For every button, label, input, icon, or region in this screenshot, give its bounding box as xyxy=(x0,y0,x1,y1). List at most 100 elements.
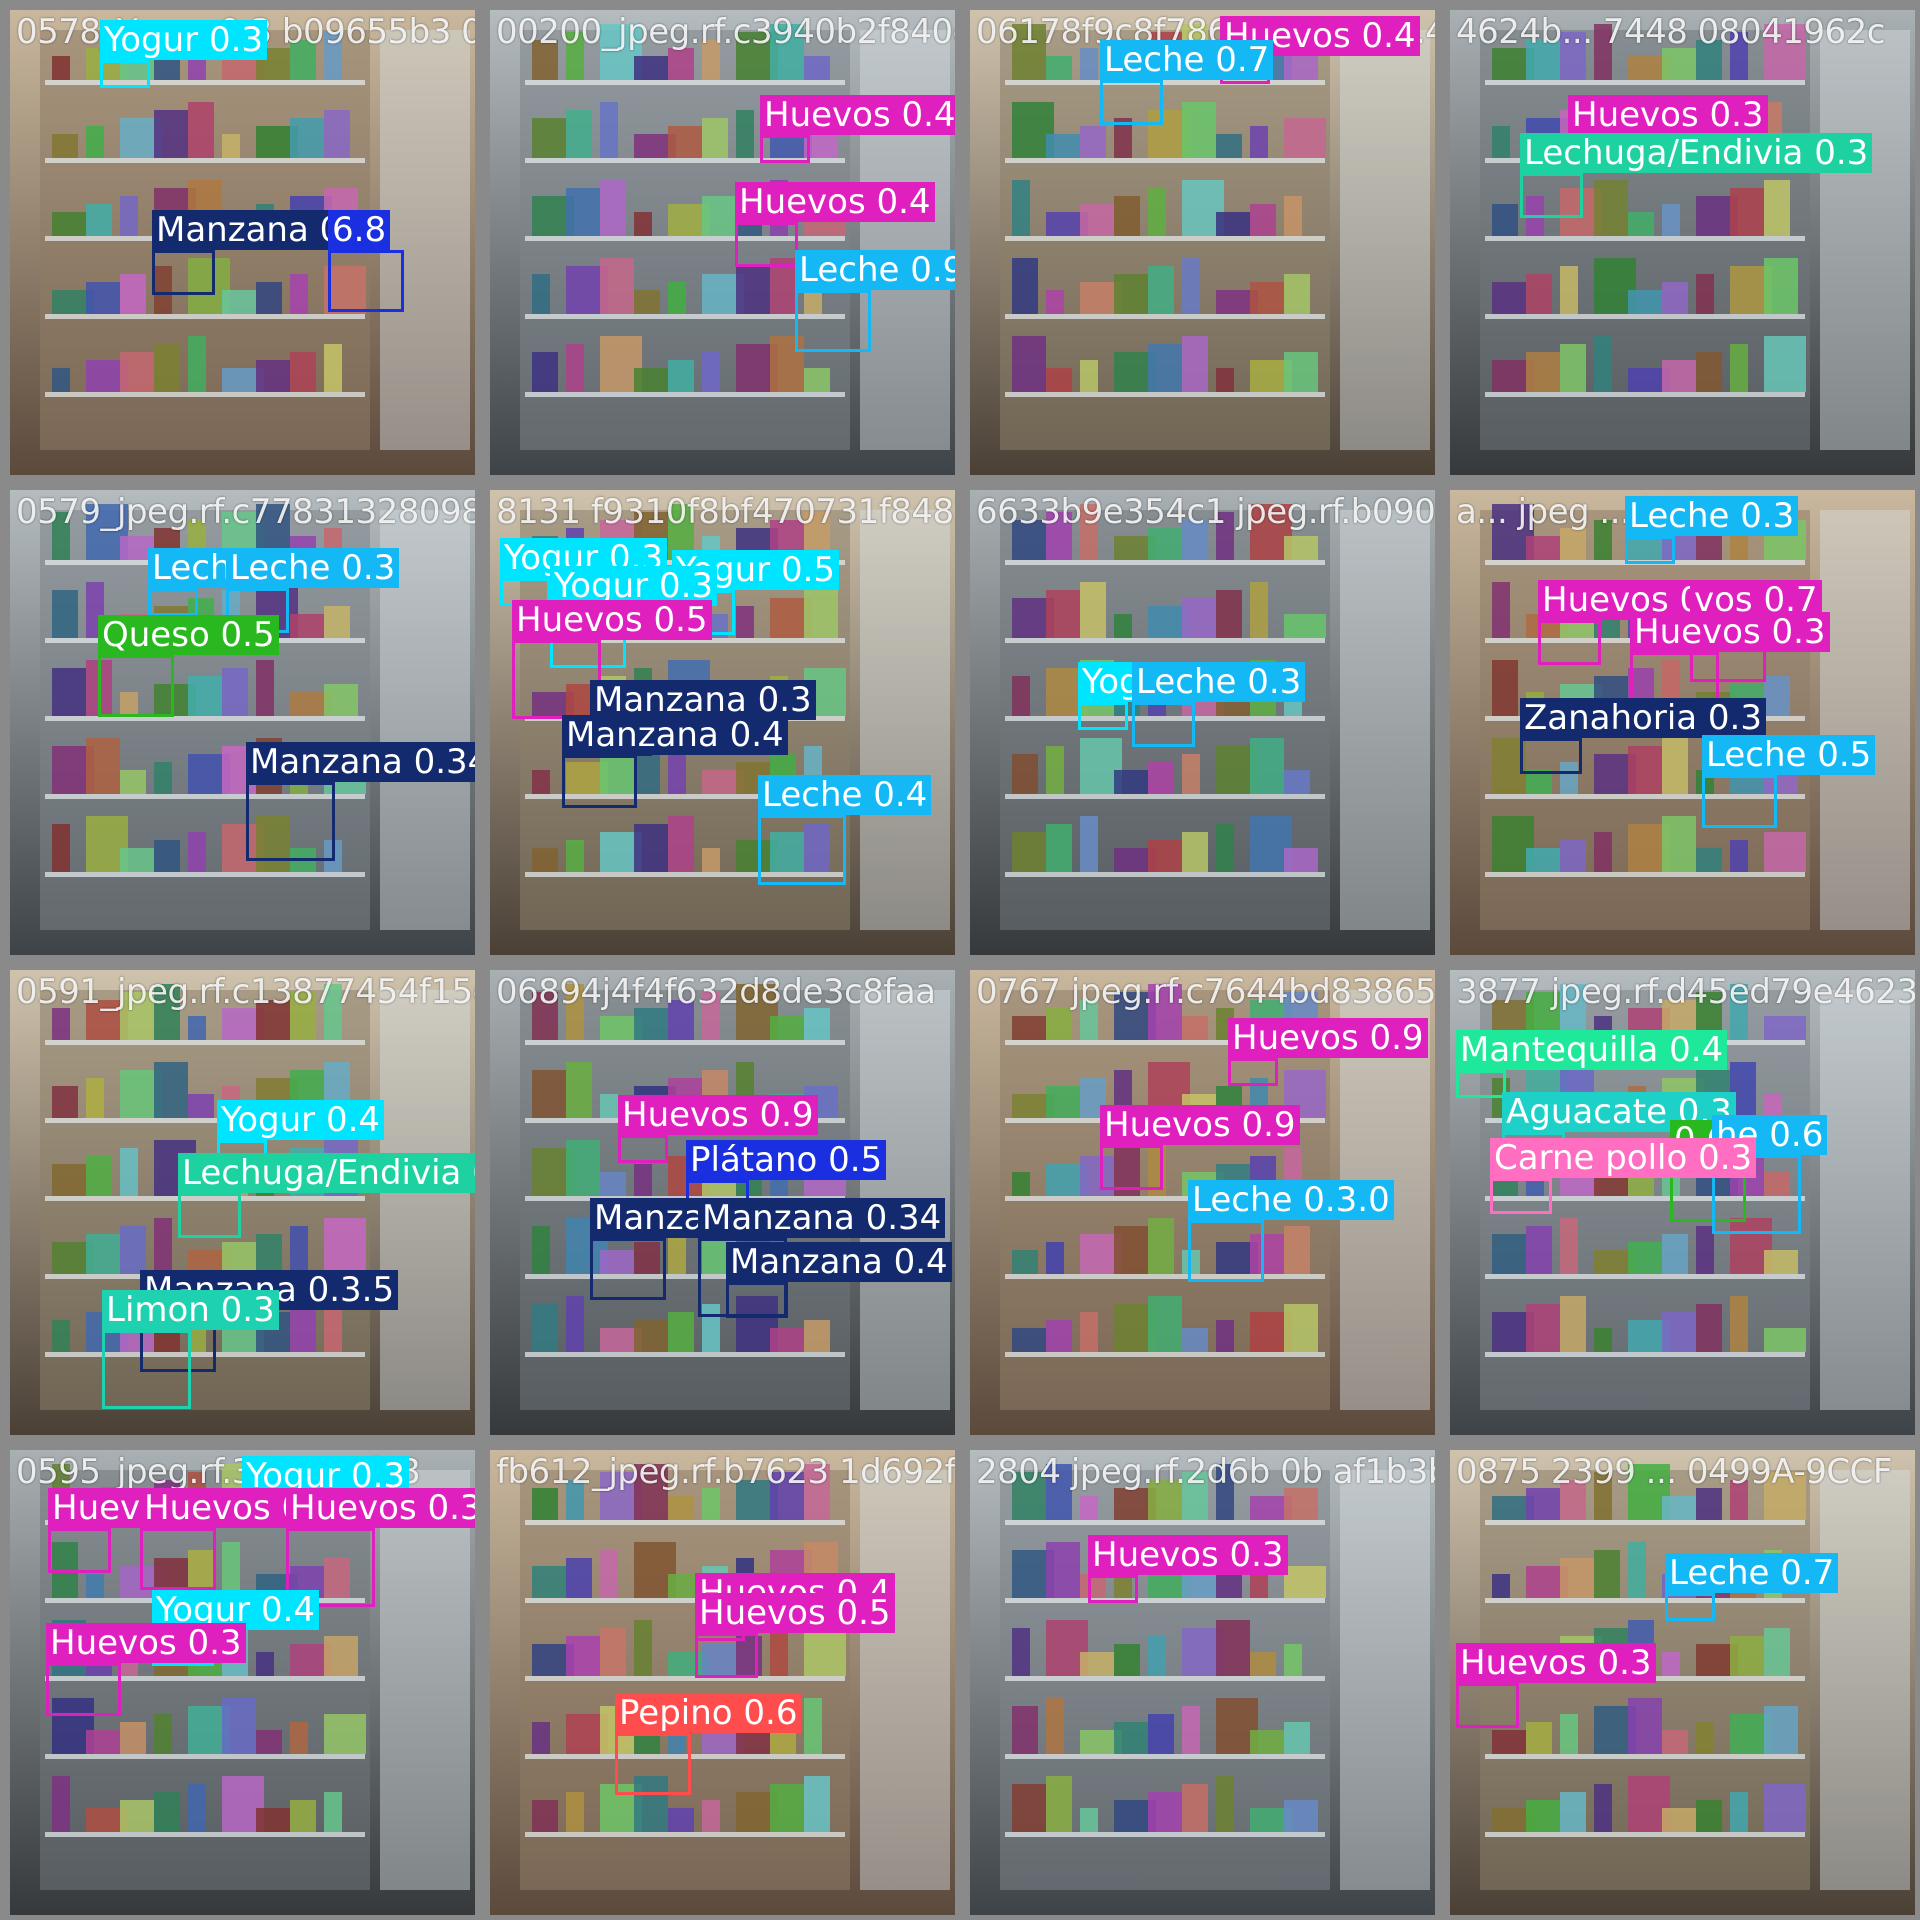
fridge-photo xyxy=(970,490,1435,955)
detection-label: Leche 0.5 xyxy=(1702,735,1876,775)
detection-box xyxy=(286,1528,375,1607)
detection-label: Huevos 0.9 xyxy=(1100,1105,1300,1145)
fridge-photo-tile: 0591_jpeg.rf.c13877454f15c Yogur 0.4 Lechu… xyxy=(10,970,475,1435)
detection-box xyxy=(1490,1178,1552,1214)
fridge-photo-tile: 2804 jpeg.rf.2d6b 0b af1b3bb83 Huevos 0.3 xyxy=(970,1450,1435,1915)
detection-box xyxy=(1132,702,1195,747)
detection-label: Huevos 0.9 xyxy=(1228,1018,1428,1058)
detection-label: Huevos 0.3 xyxy=(1456,1643,1656,1683)
fridge-photo xyxy=(490,1450,955,1915)
detection-label: Leche 0.3 xyxy=(226,548,400,588)
fridge-photo-tile: 8131 f9310f8bf470731f8482f Yogur 0.3 Yogur… xyxy=(490,490,955,955)
detection-box xyxy=(1078,702,1128,730)
detection-label: Manzana 0.4 xyxy=(726,1242,952,1282)
detection-box xyxy=(758,815,846,885)
fridge-photo-tile: a... jpeg ... b980 Leche 0.3 Huevos 0.3 vos… xyxy=(1450,490,1915,955)
image-filename: 4624b... 7448 08041962c xyxy=(1456,12,1885,52)
fridge-photo xyxy=(970,1450,1435,1915)
fridge-photo-tile: fb612_jpeg.rf.b7623 1d692f09aHuevos 0.4H… xyxy=(490,1450,955,1915)
fridge-photo-tile: 6633b9e354c1 jpeg.rf.b0906 Yog Leche 0.3 xyxy=(970,490,1435,955)
image-filename: 0875 2399 ... 0499A-9CCF xyxy=(1456,1452,1892,1492)
detection-box xyxy=(618,1135,668,1163)
fridge-photo-tile: 0767 jpeg.rf.c7644bd838659 Huevos 0.9 Huev… xyxy=(970,970,1435,1435)
detection-label: Carne pollo 0.3 xyxy=(1490,1138,1757,1178)
detection-box xyxy=(1625,536,1675,564)
detection-label: Yogur 0.4 xyxy=(217,1100,385,1140)
detection-label: Leche 0.7 xyxy=(1100,40,1274,80)
detection-label: Manzana 0.4 xyxy=(562,715,788,755)
detection-box xyxy=(1456,1683,1519,1728)
detection-box xyxy=(562,755,637,808)
detection-box xyxy=(695,1633,758,1678)
fridge-photo xyxy=(1450,1450,1915,1915)
detection-label: Limon 0.3 xyxy=(102,1290,279,1330)
fridge-photo-tile: 0579_jpeg.rf.c77831328098 Leche Leche 0.3 Q… xyxy=(10,490,475,955)
detection-box xyxy=(1188,1220,1264,1282)
detection-box xyxy=(178,1193,241,1238)
detection-box xyxy=(1520,738,1582,774)
image-filename: 06894j4f4f632d8de3c8faa xyxy=(496,972,936,1012)
detection-box xyxy=(1538,620,1601,665)
detection-box xyxy=(1520,173,1583,218)
detection-box xyxy=(1665,1593,1715,1621)
detection-label: Leche 0.9 xyxy=(795,250,955,290)
fridge-photo-tile: 0595_jpeg.rf.35a ... af08 Yogur 0.3 Huevos… xyxy=(10,1450,475,1915)
detection-label: Mantequilla 0.4 xyxy=(1456,1030,1728,1070)
detection-label: Manzana 0.34 xyxy=(698,1198,946,1238)
detection-label: Leche 0.3 xyxy=(1132,662,1306,702)
fridge-photo-tile: 4624b... 7448 08041962c Huevos 0.3 Lechuga… xyxy=(1450,10,1915,475)
image-filename: 2804 jpeg.rf.2d6b 0b af1b3bb83 xyxy=(976,1452,1435,1492)
fridge-photo-tile: 3877 jpeg.rf.d45ed79e46238 Mantequilla 0.… xyxy=(1450,970,1915,1435)
fridge-photo-tile: 0578_Yogur 0.3 b09655b3 00200_jpeg.rf.c3… xyxy=(10,10,475,475)
detection-label: Huevos 0.5 xyxy=(512,600,712,640)
detection-label: Plátano 0.5 xyxy=(686,1140,887,1180)
detection-label: Aguacate 0.3 xyxy=(1502,1092,1736,1132)
image-filename: 6633b9e354c1 jpeg.rf.b0906 xyxy=(976,492,1435,532)
detection-label: Huevos 0.4 xyxy=(735,182,935,222)
detection-label: Leche 0.4 xyxy=(758,775,932,815)
detection-label: Zanahoria 0.3 xyxy=(1520,698,1766,738)
fridge-photo xyxy=(970,10,1435,475)
detection-label: Huevos 0.3 xyxy=(46,1623,246,1663)
detection-label: Leche 0.3 xyxy=(1625,496,1799,536)
detection-box xyxy=(46,1663,121,1716)
image-filename: fb612_jpeg.rf.b7623 1d692f09a xyxy=(496,1452,955,1492)
detection-label: Huevos 0.3 xyxy=(286,1488,475,1528)
detection-box xyxy=(100,60,150,88)
image-filename: 00200_jpeg.rf.c3940b2f840c1406176f9c8f78… xyxy=(496,12,955,52)
detection-label: Huevos 0.3 xyxy=(1568,95,1768,135)
image-filename: 8131 f9310f8bf470731f8482f xyxy=(496,492,955,532)
detection-label: Lechuga/Endivia 0.3 xyxy=(1520,133,1873,173)
image-filename: 0767 jpeg.rf.c7644bd838659 xyxy=(976,972,1435,1012)
detection-label: Huevos 0.3 xyxy=(1088,1535,1288,1575)
detection-label: Yogur 0.3 xyxy=(550,566,718,606)
fridge-photo-tile: 0875 2399 ... 0499A-9CCF Leche 0.7 Huevos … xyxy=(1450,1450,1915,1915)
detection-label: Pepino 0.6 xyxy=(615,1693,802,1733)
detection-box xyxy=(1712,1155,1801,1234)
detection-label: Lechuga/Endivia 0.7 xyxy=(178,1153,475,1193)
detection-label: Huevos 0.3 xyxy=(1630,612,1830,652)
detection-box xyxy=(48,1528,111,1573)
detection-label: Huevos 0.4 xyxy=(760,95,955,135)
detection-label: Leche 0.3.0 xyxy=(1188,1180,1394,1220)
detection-box xyxy=(615,1733,691,1795)
detection-box xyxy=(590,1238,666,1300)
detection-box xyxy=(760,135,810,163)
detection-box xyxy=(1702,775,1777,828)
detection-box xyxy=(1456,1070,1506,1098)
fridge-photo xyxy=(490,10,955,475)
detection-label: Huevos 0.5 xyxy=(695,1593,895,1633)
image-filename: 0579_jpeg.rf.c77831328098 xyxy=(16,492,475,532)
detection-box xyxy=(735,222,798,267)
detection-box xyxy=(246,782,335,861)
fridge-photo-tile: 06178f9c8f7864 Huevos 0.4 Huevos 0.4 Leche… xyxy=(970,10,1435,475)
detection-box xyxy=(98,655,174,717)
image-filename: 3877 jpeg.rf.d45ed79e46238 xyxy=(1456,972,1915,1012)
detection-box xyxy=(726,1282,788,1318)
detection-box xyxy=(795,290,871,352)
detection-box xyxy=(1228,1058,1278,1086)
detection-label: Yogur 0.3 xyxy=(100,20,268,60)
detection-box xyxy=(152,250,215,295)
image-filename: 0591_jpeg.rf.c13877454f15c xyxy=(16,972,475,1012)
